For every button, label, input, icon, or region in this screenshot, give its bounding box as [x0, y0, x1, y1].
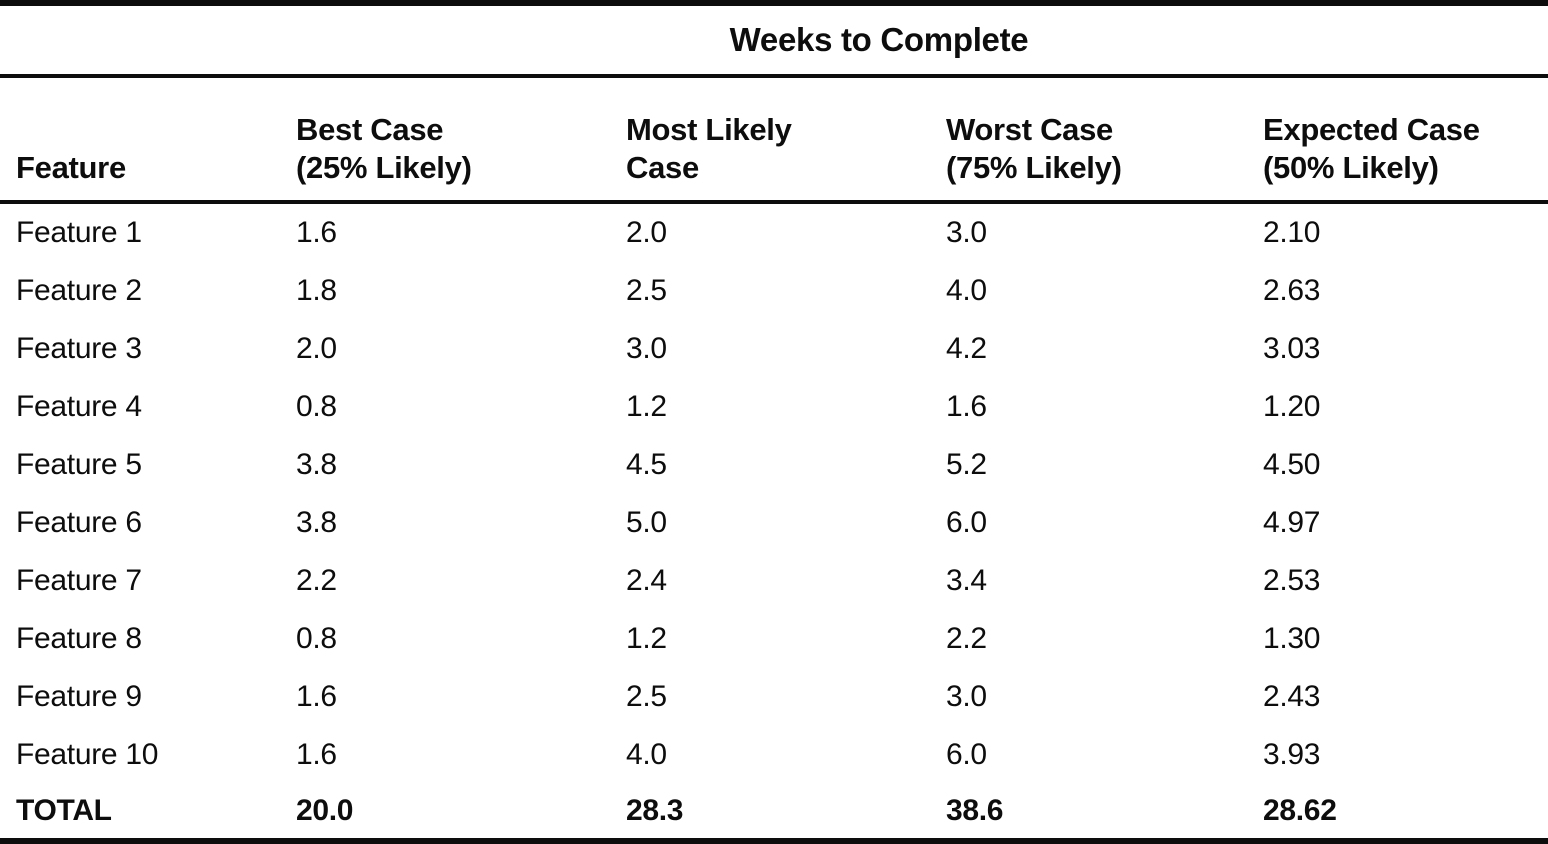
worst-case-cell: 2.2 [946, 622, 987, 655]
total-best-case-cell: 20.0 [296, 794, 354, 827]
worst-case-cell: 4.2 [946, 332, 987, 365]
total-expected-case-cell: 28.62 [1263, 794, 1337, 827]
most-likely-cell: 2.0 [626, 216, 667, 249]
total-label-cell: TOTAL [16, 794, 112, 827]
col-header-worst-case: Worst Case (75% Likely) [930, 76, 1247, 204]
expected-case-cell: 2.53 [1263, 564, 1321, 597]
table-row-feature-9: Feature 9 1.6 2.5 3.0 2.43 [0, 668, 1548, 726]
col-header-feature: Feature [0, 76, 280, 204]
total-most-likely-cell: 28.3 [626, 794, 684, 827]
best-case-cell: 0.8 [296, 622, 337, 655]
best-case-cell: 1.8 [296, 274, 337, 307]
col-header-expected-line2: (50% Likely) [1263, 150, 1439, 186]
table-row-total: TOTAL 20.0 28.3 38.6 28.62 [0, 784, 1548, 842]
best-case-cell: 2.2 [296, 564, 337, 597]
table-row-feature-10: Feature 10 1.6 4.0 6.0 3.93 [0, 726, 1548, 784]
expected-case-cell: 4.50 [1263, 448, 1321, 481]
most-likely-cell: 2.4 [626, 564, 667, 597]
best-case-cell: 1.6 [296, 680, 337, 713]
expected-case-cell: 1.30 [1263, 622, 1321, 655]
most-likely-cell: 4.0 [626, 738, 667, 771]
total-worst-case-cell: 38.6 [946, 794, 1004, 827]
most-likely-cell: 3.0 [626, 332, 667, 365]
table-row-feature-8: Feature 8 0.8 1.2 2.2 1.30 [0, 610, 1548, 668]
most-likely-cell: 2.5 [626, 680, 667, 713]
worst-case-cell: 1.6 [946, 390, 987, 423]
col-header-best-line2: (25% Likely) [296, 150, 472, 186]
table-row-feature-4: Feature 4 0.8 1.2 1.6 1.20 [0, 378, 1548, 436]
expected-case-cell: 2.43 [1263, 680, 1321, 713]
worst-case-cell: 6.0 [946, 738, 987, 771]
most-likely-cell: 1.2 [626, 622, 667, 655]
worst-case-cell: 3.0 [946, 216, 987, 249]
expected-case-cell: 2.10 [1263, 216, 1321, 249]
feature-cell: Feature 6 [16, 506, 142, 539]
best-case-cell: 0.8 [296, 390, 337, 423]
span-header-spacer [0, 3, 280, 78]
feature-cell: Feature 4 [16, 390, 142, 423]
best-case-cell: 1.6 [296, 738, 337, 771]
span-header-cell: Weeks to Complete [280, 3, 1548, 78]
feature-cell: Feature 2 [16, 274, 142, 307]
feature-cell: Feature 9 [16, 680, 142, 713]
table-row-feature-2: Feature 2 1.8 2.5 4.0 2.63 [0, 262, 1548, 320]
feature-cell: Feature 1 [16, 216, 142, 249]
feature-cell: Feature 8 [16, 622, 142, 655]
col-header-best-line1: Best Case [296, 111, 444, 147]
best-case-cell: 3.8 [296, 448, 337, 481]
col-header-likely-line2: Case [626, 150, 699, 186]
table-row-feature-5: Feature 5 3.8 4.5 5.2 4.50 [0, 436, 1548, 494]
expected-case-cell: 2.63 [1263, 274, 1321, 307]
worst-case-cell: 5.2 [946, 448, 987, 481]
col-header-expected-case: Expected Case (50% Likely) [1247, 76, 1548, 204]
most-likely-cell: 1.2 [626, 390, 667, 423]
col-header-most-likely: Most Likely Case [610, 76, 930, 204]
feature-cell: Feature 7 [16, 564, 142, 597]
col-header-feature-label: Feature [16, 150, 126, 186]
expected-case-cell: 3.03 [1263, 332, 1321, 365]
span-header-label: Weeks to Complete [729, 21, 1029, 58]
feature-cell: Feature 3 [16, 332, 142, 365]
worst-case-cell: 6.0 [946, 506, 987, 539]
expected-case-cell: 4.97 [1263, 506, 1321, 539]
feature-cell: Feature 10 [16, 738, 159, 771]
table-row-feature-7: Feature 7 2.2 2.4 3.4 2.53 [0, 552, 1548, 610]
worst-case-cell: 3.0 [946, 680, 987, 713]
column-header-row: Feature Best Case (25% Likely) Most Like… [0, 76, 1548, 204]
col-header-likely-line1: Most Likely [626, 111, 792, 147]
best-case-cell: 1.6 [296, 216, 337, 249]
table-row-feature-3: Feature 3 2.0 3.0 4.2 3.03 [0, 320, 1548, 378]
worst-case-cell: 4.0 [946, 274, 987, 307]
col-header-expected-line1: Expected Case [1263, 111, 1480, 147]
span-header-row: Weeks to Complete [0, 3, 1548, 78]
table-row-feature-6: Feature 6 3.8 5.0 6.0 4.97 [0, 494, 1548, 552]
most-likely-cell: 2.5 [626, 274, 667, 307]
worst-case-cell: 3.4 [946, 564, 987, 597]
table-row-feature-1: Feature 1 1.6 2.0 3.0 2.10 [0, 202, 1548, 262]
expected-case-cell: 3.93 [1263, 738, 1321, 771]
best-case-cell: 2.0 [296, 332, 337, 365]
feature-cell: Feature 5 [16, 448, 142, 481]
most-likely-cell: 5.0 [626, 506, 667, 539]
col-header-best-case: Best Case (25% Likely) [280, 76, 610, 204]
most-likely-cell: 4.5 [626, 448, 667, 481]
expected-case-cell: 1.20 [1263, 390, 1321, 423]
col-header-worst-line2: (75% Likely) [946, 150, 1122, 186]
col-header-worst-line1: Worst Case [946, 111, 1113, 147]
best-case-cell: 3.8 [296, 506, 337, 539]
